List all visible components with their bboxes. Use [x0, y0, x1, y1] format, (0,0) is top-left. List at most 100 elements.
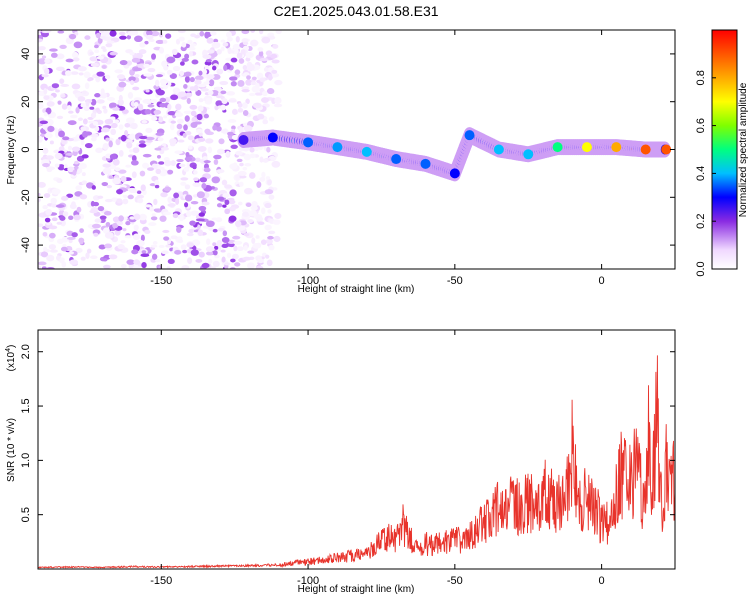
noise-cell — [38, 38, 43, 43]
noise-cell — [66, 193, 74, 198]
noise-cell — [73, 41, 83, 49]
y-tick-label: -20 — [20, 189, 32, 205]
noise-cell — [233, 240, 243, 245]
noise-cell — [42, 162, 50, 168]
noise-cell — [122, 198, 129, 205]
noise-cell — [48, 244, 57, 250]
noise-cell — [220, 129, 229, 134]
noise-cell — [103, 210, 112, 216]
noise-cell — [172, 65, 181, 72]
noise-cell — [209, 79, 215, 86]
noise-cell — [248, 210, 257, 217]
noise-cell — [245, 202, 252, 208]
noise-cell — [177, 91, 187, 97]
noise-cell — [184, 53, 190, 60]
noise-cell — [197, 105, 204, 112]
noise-cell — [221, 256, 226, 263]
noise-cell — [189, 76, 195, 83]
noise-cell — [216, 240, 223, 248]
noise-cell — [213, 154, 222, 160]
noise-cell — [270, 53, 278, 59]
noise-cell — [237, 80, 245, 87]
noise-cell — [73, 214, 81, 221]
noise-cell — [147, 104, 155, 108]
noise-cell — [236, 246, 244, 252]
noise-cell — [124, 130, 129, 137]
noise-cell — [203, 160, 211, 164]
noise-cell — [257, 221, 265, 226]
noise-cell — [268, 73, 273, 81]
noise-cell — [138, 140, 146, 144]
noise-cell — [97, 195, 104, 199]
noise-cell — [259, 156, 264, 163]
noise-cell — [181, 57, 189, 62]
snr-series-line — [38, 355, 675, 569]
noise-cell — [118, 124, 124, 130]
noise-cell — [162, 211, 172, 216]
noise-cell — [214, 254, 220, 259]
noise-cell — [208, 258, 213, 264]
noise-cell — [180, 244, 187, 250]
noise-cell — [205, 97, 213, 103]
noise-cell — [90, 62, 100, 67]
noise-cell — [117, 244, 125, 250]
noise-cell — [243, 244, 248, 251]
noise-cell — [133, 224, 139, 231]
noise-cell — [80, 103, 87, 108]
noise-cell — [212, 260, 220, 268]
colorbar-tick-label: 0.4 — [695, 166, 707, 181]
noise-cell — [141, 250, 147, 254]
noise-cell — [159, 78, 168, 85]
noise-cell — [122, 228, 127, 232]
noise-cell — [224, 262, 230, 266]
noise-cell — [229, 163, 238, 170]
noise-cell — [183, 124, 188, 131]
noise-cell — [50, 52, 58, 58]
noise-cell — [271, 59, 280, 64]
noise-cell — [198, 205, 207, 211]
noise-cell — [43, 88, 48, 95]
noise-cell — [49, 249, 58, 253]
noise-cell — [143, 63, 150, 68]
noise-cell — [202, 54, 212, 59]
ridge-point — [661, 144, 672, 155]
noise-cell — [112, 177, 122, 185]
noise-cell — [198, 70, 203, 76]
noise-cell — [126, 142, 133, 149]
noise-cell — [116, 74, 126, 80]
noise-cell — [75, 247, 83, 253]
noise-cell — [177, 30, 186, 34]
noise-cell — [74, 31, 79, 36]
snr-multiplier-exp: 4 — [5, 348, 12, 352]
noise-cell — [114, 119, 120, 124]
noise-cell — [205, 220, 215, 228]
noise-cell — [228, 215, 237, 222]
noise-cell — [62, 211, 69, 217]
noise-cell — [184, 194, 193, 202]
noise-cell — [175, 103, 182, 111]
noise-cell — [70, 114, 78, 119]
ridge-point — [493, 144, 504, 155]
noise-cell — [257, 113, 265, 120]
noise-cell — [166, 266, 171, 269]
noise-cell — [199, 177, 208, 183]
noise-cell — [262, 90, 268, 97]
noise-cell — [46, 101, 55, 107]
noise-cell — [266, 146, 271, 153]
noise-cell — [79, 194, 88, 200]
noise-cell — [190, 200, 199, 205]
noise-cell — [186, 232, 194, 237]
y-tick-label: 40 — [20, 48, 32, 60]
noise-cell — [193, 177, 199, 182]
noise-cell — [55, 131, 60, 138]
noise-cell — [231, 134, 239, 141]
noise-cell — [187, 39, 193, 45]
noise-cell — [69, 259, 79, 265]
noise-cell — [155, 74, 164, 78]
x-tick-label: -100 — [297, 575, 319, 587]
noise-cell — [180, 177, 189, 181]
noise-cell — [150, 99, 158, 104]
noise-cell — [62, 136, 70, 141]
noise-cell — [59, 44, 67, 49]
noise-cell — [129, 133, 136, 141]
